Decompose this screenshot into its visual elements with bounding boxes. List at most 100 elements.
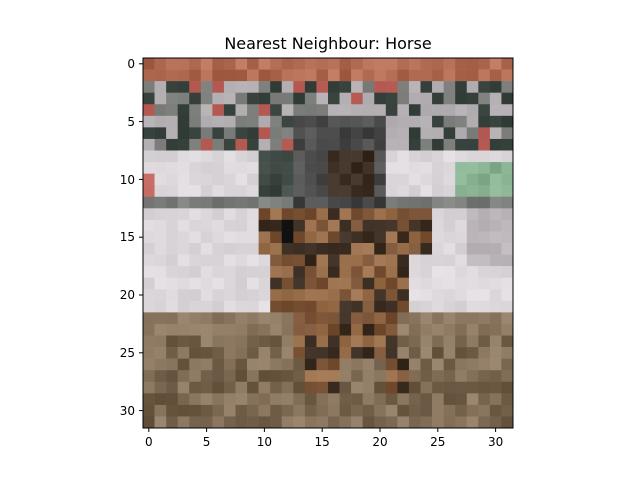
image-pixel	[235, 173, 248, 186]
image-pixel	[362, 266, 375, 278]
image-pixel	[154, 289, 167, 302]
image-pixel	[270, 277, 283, 290]
image-pixel	[443, 335, 456, 348]
image-pixel	[200, 138, 213, 151]
image-pixel	[200, 150, 213, 163]
image-pixel	[397, 162, 410, 174]
image-pixel	[189, 185, 202, 198]
image-pixel	[443, 185, 456, 198]
image-pixel	[489, 196, 502, 209]
image-pixel	[397, 104, 410, 117]
image-pixel	[316, 312, 329, 325]
image-pixel	[247, 196, 259, 209]
image-pixel	[212, 300, 225, 313]
image-pixel	[212, 127, 225, 140]
image-pixel	[397, 323, 410, 336]
image-pixel	[374, 196, 387, 209]
image-pixel	[304, 254, 317, 267]
image-pixel	[235, 243, 248, 255]
image-pixel	[247, 277, 259, 290]
image-pixel	[328, 393, 340, 406]
image-pixel	[374, 393, 387, 406]
image-pixel	[351, 266, 363, 278]
image-pixel	[385, 208, 398, 221]
image-pixel	[339, 404, 352, 417]
image-pixel	[293, 162, 306, 174]
image-pixel	[143, 393, 155, 406]
image-pixel	[408, 138, 421, 151]
image-pixel	[420, 185, 433, 198]
image-pixel	[432, 150, 444, 163]
image-pixel	[432, 196, 444, 209]
image-pixel	[328, 347, 340, 359]
image-pixel	[328, 289, 340, 302]
image-pixel	[455, 69, 468, 82]
image-pixel	[374, 370, 387, 383]
image-pixel	[200, 231, 213, 244]
image-pixel	[432, 393, 444, 406]
image-pixel	[339, 219, 352, 232]
image-pixel	[166, 150, 178, 163]
image-pixel	[408, 416, 421, 429]
image-pixel	[316, 416, 329, 429]
image-pixel	[200, 393, 213, 406]
image-pixel	[443, 58, 456, 70]
image-pixel	[420, 208, 433, 221]
image-pixel	[258, 185, 271, 198]
image-pixel	[258, 231, 271, 244]
pixel-image	[143, 58, 514, 429]
image-pixel	[432, 289, 444, 302]
image-pixel	[397, 381, 410, 394]
image-pixel	[143, 115, 155, 128]
image-pixel	[304, 404, 317, 417]
image-pixel	[432, 404, 444, 417]
image-pixel	[166, 404, 178, 417]
image-pixel	[351, 92, 363, 105]
image-pixel	[374, 69, 387, 82]
image-pixel	[432, 347, 444, 359]
image-pixel	[223, 266, 236, 278]
image-pixel	[304, 219, 317, 232]
image-pixel	[374, 185, 387, 198]
image-pixel	[408, 127, 421, 140]
image-pixel	[420, 254, 433, 267]
image-pixel	[223, 393, 236, 406]
image-pixel	[143, 150, 155, 163]
image-pixel	[489, 370, 502, 383]
image-pixel	[420, 69, 433, 82]
image-pixel	[143, 277, 155, 290]
image-pixel	[501, 196, 514, 209]
image-pixel	[293, 277, 306, 290]
image-pixel	[397, 416, 410, 429]
image-pixel	[304, 92, 317, 105]
image-pixel	[397, 173, 410, 186]
image-pixel	[154, 162, 167, 174]
image-pixel	[489, 104, 502, 117]
image-pixel	[166, 300, 178, 313]
image-pixel	[501, 254, 514, 267]
image-pixel	[212, 208, 225, 221]
image-pixel	[339, 243, 352, 255]
image-pixel	[397, 335, 410, 348]
image-pixel	[293, 185, 306, 198]
image-pixel	[293, 231, 306, 244]
image-pixel	[166, 243, 178, 255]
image-pixel	[455, 243, 468, 255]
image-pixel	[154, 312, 167, 325]
image-pixel	[443, 219, 456, 232]
image-pixel	[455, 127, 468, 140]
image-pixel	[143, 323, 155, 336]
image-pixel	[304, 416, 317, 429]
image-pixel	[304, 81, 317, 93]
image-pixel	[489, 277, 502, 290]
image-pixel	[200, 347, 213, 359]
image-pixel	[212, 289, 225, 302]
image-pixel	[374, 266, 387, 278]
image-pixel	[420, 138, 433, 151]
image-pixel	[316, 208, 329, 221]
image-pixel	[189, 219, 202, 232]
image-pixel	[143, 81, 155, 93]
image-pixel	[235, 404, 248, 417]
image-pixel	[177, 358, 190, 371]
image-pixel	[293, 115, 306, 128]
